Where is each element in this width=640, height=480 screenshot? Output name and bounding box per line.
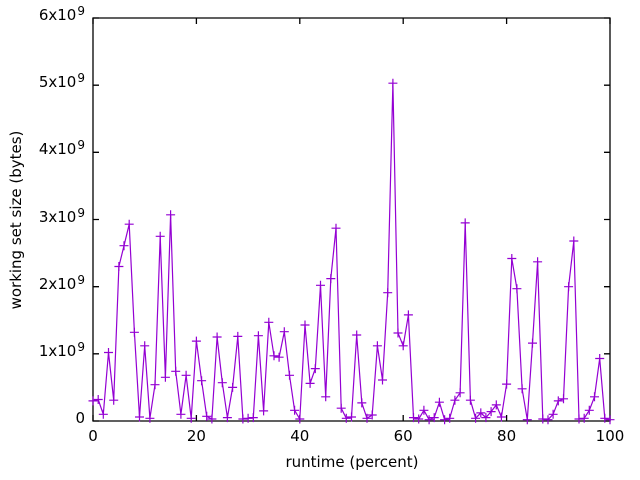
x-tick-label-20: 20 bbox=[186, 427, 206, 445]
x-tick-label-80: 80 bbox=[497, 427, 517, 445]
x-tick-label-40: 40 bbox=[290, 427, 310, 445]
y-tick-label-3x10e9: 3x109 bbox=[38, 205, 85, 226]
y-tick-label-1x10e9: 1x109 bbox=[38, 339, 85, 360]
y-tick-label-0: 0 bbox=[75, 409, 85, 427]
series-line bbox=[92, 83, 611, 421]
y-tick-label-2x10e9: 2x109 bbox=[38, 272, 85, 293]
series-markers bbox=[88, 78, 615, 425]
x-tick-label-100: 100 bbox=[595, 427, 625, 445]
y-tick-label-6x10e9: 6x109 bbox=[38, 4, 85, 24]
y-tick-label-5x10e9: 5x109 bbox=[38, 71, 85, 92]
x-axis-label: runtime (percent) bbox=[285, 453, 419, 471]
x-tick-label-60: 60 bbox=[393, 427, 413, 445]
axis-ticks bbox=[92, 17, 611, 422]
y-tick-label-4x10e9: 4x109 bbox=[38, 138, 85, 159]
x-tick-label-0: 0 bbox=[88, 427, 98, 445]
